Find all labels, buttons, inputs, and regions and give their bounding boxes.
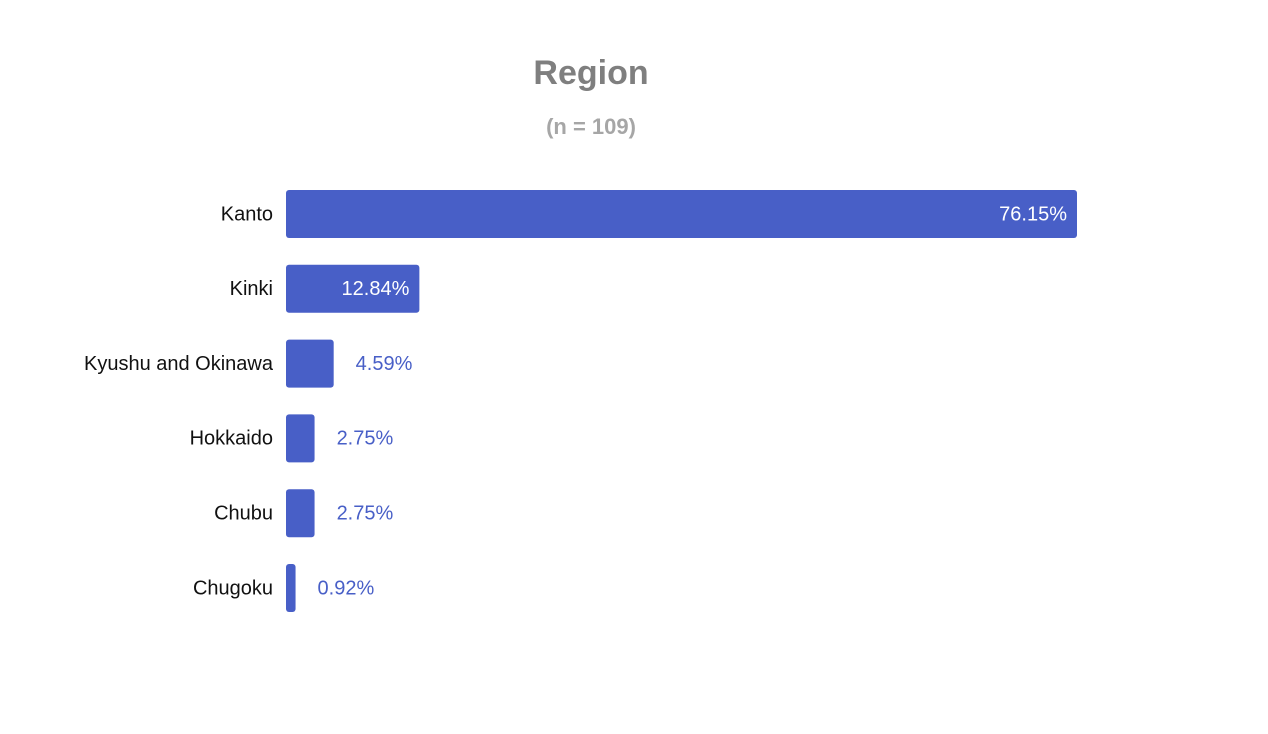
chart-subtitle: (n = 109) — [546, 114, 636, 139]
category-label: Chugoku — [193, 577, 273, 599]
category-label: Hokkaido — [190, 428, 273, 450]
category-label: Chubu — [214, 502, 273, 524]
bar — [286, 414, 315, 463]
value-label: 2.75% — [337, 502, 394, 524]
value-label: 76.15% — [999, 203, 1067, 225]
category-label: Kyushu and Okinawa — [84, 353, 274, 375]
bar — [286, 264, 420, 313]
bar — [286, 339, 334, 388]
bar — [286, 489, 315, 538]
value-label: 2.75% — [337, 428, 394, 450]
bar — [286, 564, 296, 612]
category-label: Kanto — [221, 203, 273, 225]
category-label: Kinki — [230, 278, 273, 300]
value-label: 0.92% — [318, 577, 375, 599]
chart-title: Region — [533, 54, 648, 92]
value-label: 12.84% — [342, 278, 410, 300]
bar — [286, 190, 1077, 238]
value-label: 4.59% — [356, 353, 413, 375]
